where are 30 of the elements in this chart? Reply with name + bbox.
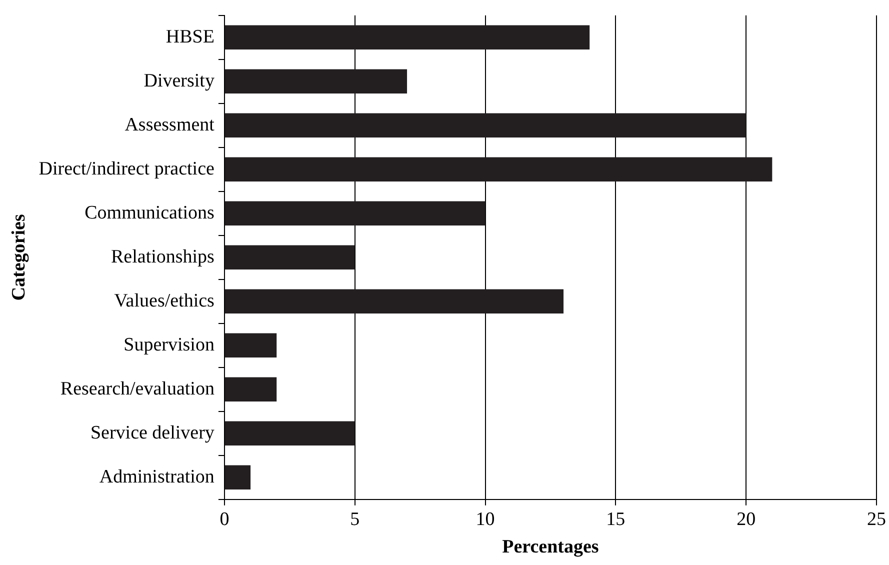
bar [224, 289, 564, 314]
x-tick-label: 10 [476, 508, 495, 530]
x-tick-label: 0 [220, 508, 230, 530]
y-tick-label: Communications [84, 202, 214, 224]
y-tick-label: Values/ethics [114, 290, 214, 312]
x-tick-label: 15 [606, 508, 626, 530]
bar [224, 69, 408, 94]
bar [224, 157, 772, 182]
bar [224, 333, 277, 358]
bar [224, 201, 486, 226]
y-tick-label: Direct/indirect practice [38, 158, 214, 180]
bar [224, 465, 251, 490]
bar [224, 113, 746, 138]
y-tick-label: Relationships [110, 246, 214, 268]
y-tick-label: Supervision [124, 334, 215, 356]
bar [224, 421, 355, 446]
y-tick-label: Diversity [144, 70, 215, 92]
y-axis-title: Categories [8, 214, 30, 301]
bar [224, 25, 590, 50]
x-axis-title: Percentages [502, 536, 599, 558]
y-tick-label: HBSE [166, 26, 214, 48]
x-tick-label: 5 [350, 508, 360, 530]
y-tick-label: Research/evaluation [60, 378, 215, 400]
bar [224, 377, 277, 402]
y-tick-label: Assessment [124, 114, 216, 136]
x-tick-label: 25 [867, 508, 886, 530]
y-tick-label: Service delivery [90, 422, 215, 444]
x-tick-label: 20 [736, 508, 756, 530]
y-tick-label: Administration [99, 466, 215, 488]
bar [224, 245, 355, 270]
